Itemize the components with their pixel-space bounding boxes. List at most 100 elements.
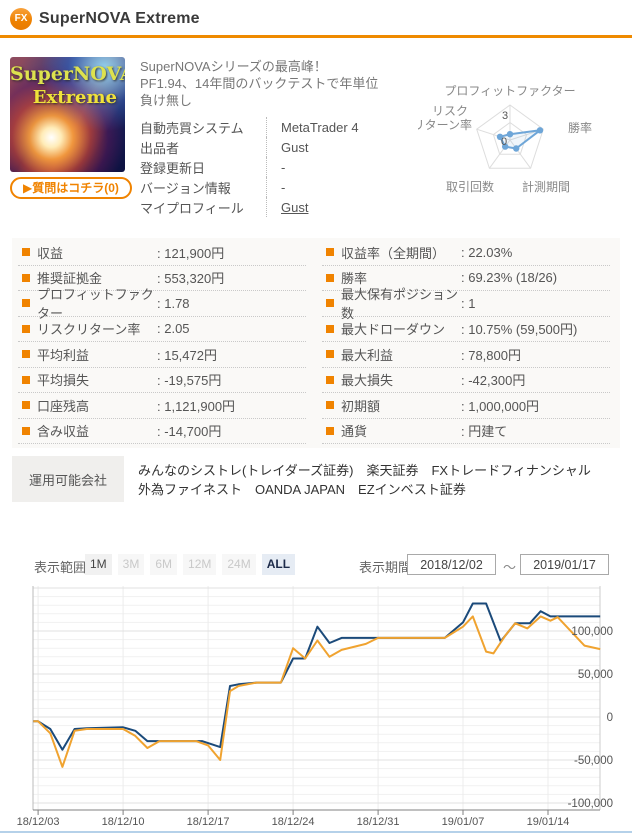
stat-row: 初期額 : 1,000,000円 — [322, 393, 610, 419]
stat-row: 収益率（全期間） : 22.03% — [322, 240, 610, 266]
product-image-title: SuperNOVA — [10, 63, 125, 85]
equity-curve-chart: 18/12/03 18/12/10 18/12/17 18/12/24 18/12/31… — [17, 586, 613, 828]
date-to-input[interactable] — [520, 554, 609, 575]
stat-row: 収益 : 121,900円 — [18, 240, 306, 266]
product-info-label: 出品者 — [140, 140, 180, 156]
stat-value: : 1.78 — [157, 295, 190, 311]
x-tick-label: 18/12/10 — [102, 816, 145, 828]
stat-label: 収益 — [37, 245, 64, 261]
stat-value: : 10.75% (59,500円) — [461, 322, 578, 338]
stat-value: : 121,900円 — [157, 245, 225, 261]
range-button-all[interactable]: ALL — [261, 554, 296, 575]
product-info-value: - — [266, 157, 285, 177]
radar-grid-ring — [476, 104, 544, 169]
radar-axis-label-bottom-right: 計測期間 — [522, 179, 570, 194]
stat-value: : 22.03% — [461, 244, 513, 260]
description-line: 負け無し — [140, 93, 193, 108]
description-line: SuperNOVAシリーズの最高峰！ — [140, 59, 327, 74]
stat-row: リスクリターン率: 2.05 — [18, 317, 306, 342]
stats-column-left: 収益: 121,900円 推奨証拠金: 553,320円 プロフィットファクター: … — [12, 238, 316, 448]
stat-row: 最大利益: 78,800円 — [322, 342, 610, 368]
stat-label: 最大ドローダウン — [341, 322, 446, 338]
stat-bullet-icon — [22, 273, 30, 282]
stat-bullet-icon — [22, 401, 30, 410]
y-tick-label: -100,000 — [568, 798, 613, 810]
radar-data-point — [536, 127, 544, 134]
stat-value: : 1,121,900円 — [157, 398, 236, 414]
stat-label: 推奨証拠金 — [37, 271, 103, 287]
brokers-line: みんなのシストレ(トレイダーズ証券) 楽天証券 FXトレードフィナンシャル — [138, 463, 591, 478]
radar-grid-spoke — [476, 128, 511, 141]
stat-value: : 1 — [461, 295, 476, 311]
date-range-tilde: ～ — [503, 560, 517, 575]
stat-label: 勝率 — [341, 271, 368, 287]
product-info-row: バージョン情報 - — [140, 177, 428, 197]
stats-table: 収益: 121,900円 推奨証拠金: 553,320円 プロフィットファクター: … — [12, 238, 620, 448]
stat-bullet-icon — [326, 299, 334, 308]
product-info-value: MetaTrader 4 — [266, 117, 359, 137]
page-title: SuperNOVA Extreme — [39, 10, 200, 27]
stat-row: 含み収益: -14,700円 — [18, 419, 306, 444]
radar-scale-max: 3 — [502, 110, 508, 122]
stat-label: 最大損失 — [341, 373, 394, 389]
page-header: FX SuperNOVA Extreme — [0, 0, 632, 38]
stat-value: : 1,000,000円 — [461, 398, 540, 414]
stat-label: 収益率（全期間） — [341, 245, 446, 261]
radar-grid-spoke — [509, 139, 532, 169]
range-button-3m: 3M — [117, 554, 145, 575]
brokers-label: 運用可能会社 — [12, 456, 124, 502]
product-info-label: バージョン情報 — [140, 180, 231, 196]
stat-label: 初期額 — [341, 398, 381, 414]
stat-row: 平均損失: -19,575円 — [18, 368, 306, 393]
y-tick-label: -50,000 — [574, 755, 613, 767]
stat-bullet-icon — [326, 375, 334, 384]
radar-data-point — [513, 145, 520, 152]
x-tick-label: 18/12/31 — [357, 816, 400, 828]
stat-bullet-icon — [326, 401, 334, 410]
product-info-row: 登録更新日 - — [140, 157, 428, 177]
stat-label: 含み収益 — [37, 424, 90, 440]
date-from-input[interactable] — [407, 554, 496, 575]
x-tick-label: 19/01/07 — [442, 816, 485, 828]
product-image: SuperNOVA Extreme — [10, 57, 125, 172]
stat-bullet-icon — [326, 324, 334, 333]
y-tick-label: 0 — [607, 712, 613, 724]
fx-icon: FX — [10, 8, 32, 30]
product-info-row: 自動売買システム MetaTrader 4 — [140, 117, 428, 137]
stat-value: : 553,320円 — [157, 271, 225, 287]
stat-bullet-icon — [326, 273, 334, 282]
x-tick-label: 18/12/24 — [272, 816, 315, 828]
question-button[interactable]: ▶質問はコチラ(0) — [10, 177, 132, 199]
x-tick-label: 19/01/14 — [527, 816, 570, 828]
stat-label: 口座残高 — [37, 398, 90, 414]
product-info-table: 自動売買システム MetaTrader 4 出品者 Gust 登録更新日 - バージョン情報… — [140, 117, 428, 217]
stat-value: : 15,472円 — [157, 347, 217, 363]
stat-row: 推奨証拠金 : 553,320円 — [18, 266, 306, 291]
stat-bullet-icon — [326, 248, 334, 257]
stat-bullet-icon — [22, 248, 30, 257]
range-button-6m: 6M — [150, 554, 178, 575]
radar-axis-label-left: リスク — [432, 104, 468, 118]
page-bottom-border — [0, 831, 632, 833]
product-info-label: マイプロフィール — [140, 200, 244, 216]
stat-bullet-icon — [326, 350, 334, 359]
stat-bullet-icon — [22, 299, 30, 308]
radar-axis-label-right: 勝率 — [568, 120, 592, 135]
stat-value: : -42,300円 — [461, 373, 526, 389]
stat-row: 通貨: 円建て — [322, 419, 610, 444]
range-buttons: 1M 3M 6M 12M 24M ALL — [85, 554, 296, 575]
product-info-row: 出品者 Gust — [140, 137, 428, 157]
stat-bullet-icon — [22, 324, 30, 333]
stat-label: 平均利益 — [37, 347, 90, 363]
brokers-list: みんなのシストレ(トレイダーズ証券) 楽天証券 FXトレードフィナンシャル 外為… — [124, 456, 591, 502]
stat-row: 平均利益 : 15,472円 — [18, 342, 306, 368]
available-brokers: 運用可能会社 みんなのシストレ(トレイダーズ証券) 楽天証券 FXトレードフィナ… — [12, 456, 620, 502]
stat-row: 最大ドローダウン : 10.75% (59,500円) — [322, 317, 610, 342]
stat-label: リスクリターン率 — [37, 322, 141, 338]
range-button-1m[interactable]: 1M — [85, 554, 112, 575]
description-line: PF1.94、14年間のバックテストで年単位 — [140, 76, 379, 91]
profile-link[interactable]: Gust — [266, 197, 308, 217]
product-info-label: 自動売買システム — [140, 120, 244, 136]
